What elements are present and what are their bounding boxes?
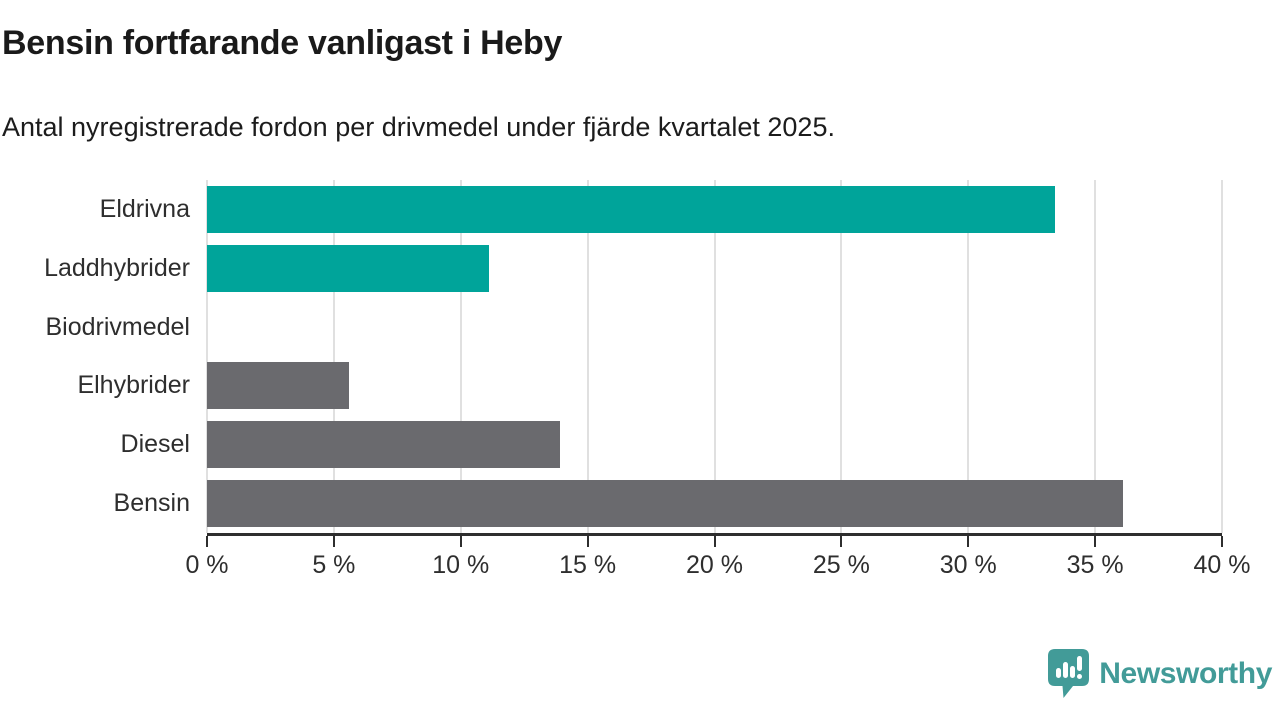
category-label: Laddhybrider (44, 253, 190, 282)
newsworthy-logo: Newsworthy (1047, 648, 1272, 699)
gridline (586, 180, 589, 533)
bar-row (207, 356, 1222, 415)
bar-bensin (207, 480, 1124, 528)
axis-tick-label: 20 % (686, 551, 743, 579)
speech-bubble-bar-chart-icon (1047, 648, 1090, 699)
gridline (713, 180, 716, 533)
bar-row (207, 474, 1222, 533)
gridline (332, 180, 335, 533)
gridline (967, 180, 970, 533)
bar-row (207, 415, 1222, 474)
bar-elhybrider (207, 362, 350, 410)
category-label: Biodrivmedel (45, 312, 190, 341)
axis-tick (1221, 536, 1223, 547)
newsworthy-wordmark: Newsworthy (1099, 656, 1272, 690)
axis-tick-label: 40 % (1193, 551, 1251, 579)
axis-tick (1094, 536, 1097, 547)
bar-eldrivna (207, 185, 1055, 233)
chart-title: Bensin fortfarande vanligast i Heby (2, 24, 563, 62)
category-label: Elhybrider (77, 371, 190, 400)
category-labels: Eldrivna Laddhybrider Biodrivmedel Elhybrid… (0, 180, 190, 533)
axis-tick-label: 15 % (559, 551, 617, 579)
axis-tick (713, 536, 716, 547)
gridline (206, 180, 208, 533)
axis-tick (459, 536, 462, 547)
axis-tick-label: 35 % (1066, 551, 1124, 579)
bar-row (207, 180, 1222, 239)
bar-laddhybrider (207, 244, 489, 292)
bar-row (207, 239, 1222, 298)
axis-tick-label: 0 % (185, 551, 229, 579)
gridline (1094, 180, 1097, 533)
gridline (840, 180, 843, 533)
category-label: Eldrivna (99, 194, 190, 223)
category-label: Diesel (120, 430, 190, 459)
axis-tick-label: 25 % (812, 551, 870, 579)
bar-row (207, 298, 1222, 357)
bar-rows (207, 180, 1222, 533)
bar-diesel (207, 421, 560, 469)
gridline (459, 180, 462, 533)
axis-tick (586, 536, 589, 547)
gridline (1221, 180, 1223, 533)
axis-tick-label: 10 % (432, 551, 490, 579)
axis-tick (332, 536, 335, 547)
plot-area (206, 180, 1223, 547)
axis-tick (206, 536, 208, 547)
axis-tick-label: 30 % (939, 551, 997, 579)
axis-tick (967, 536, 970, 547)
tick-labels: 0 % 5 % 10 % 15 % 20 % 25 % 30 % 35 % 40 % (185, 551, 1250, 583)
axis-tick-label: 5 % (312, 551, 356, 579)
axis-tick (840, 536, 843, 547)
chart-subtitle: Antal nyregistrerade fordon per drivmede… (2, 112, 835, 142)
category-label: Bensin (113, 489, 190, 518)
